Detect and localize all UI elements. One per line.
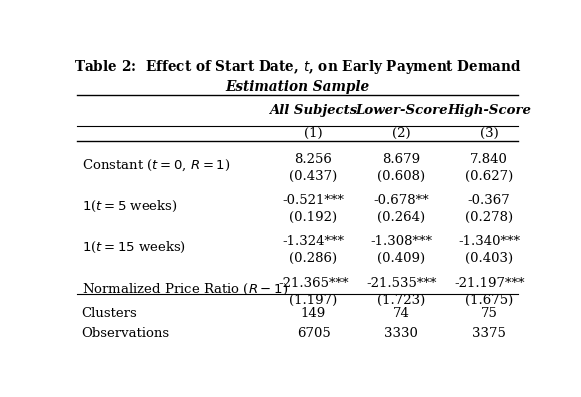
- Text: $1$($t = 5$ weeks): $1$($t = 5$ weeks): [81, 199, 177, 214]
- Text: -1.340***: -1.340***: [458, 235, 520, 248]
- Text: (2): (2): [392, 127, 411, 141]
- Text: Lower-Score: Lower-Score: [355, 104, 447, 117]
- Text: 149: 149: [301, 307, 326, 320]
- Text: 8.256: 8.256: [295, 153, 332, 166]
- Text: -0.367: -0.367: [468, 194, 511, 207]
- Text: Estimation Sample: Estimation Sample: [225, 80, 370, 94]
- Text: -0.678**: -0.678**: [374, 194, 429, 207]
- Text: -21.365***: -21.365***: [278, 277, 349, 290]
- Text: 75: 75: [480, 307, 497, 320]
- Text: (0.286): (0.286): [289, 252, 338, 265]
- Text: -21.535***: -21.535***: [366, 277, 436, 290]
- Text: 3330: 3330: [385, 327, 418, 340]
- Text: -21.197***: -21.197***: [454, 277, 525, 290]
- Text: 3375: 3375: [472, 327, 506, 340]
- Text: All Subjects: All Subjects: [270, 104, 358, 117]
- Text: (0.264): (0.264): [377, 211, 425, 224]
- Text: (0.627): (0.627): [465, 170, 513, 183]
- Text: Observations: Observations: [81, 327, 170, 340]
- Text: Clusters: Clusters: [81, 307, 137, 320]
- Text: (0.403): (0.403): [465, 252, 513, 265]
- Text: (1): (1): [304, 127, 323, 141]
- Text: High-Score: High-Score: [447, 104, 531, 117]
- Text: (3): (3): [480, 127, 498, 141]
- Text: (0.278): (0.278): [465, 211, 513, 224]
- Text: Table 2:  Effect of Start Date, $t$, on Early Payment Demand: Table 2: Effect of Start Date, $t$, on E…: [74, 58, 522, 76]
- Text: 74: 74: [393, 307, 410, 320]
- Text: (1.723): (1.723): [377, 294, 425, 307]
- Text: 7.840: 7.840: [470, 153, 508, 166]
- Text: (0.409): (0.409): [377, 252, 425, 265]
- Text: (0.437): (0.437): [289, 170, 338, 183]
- Text: -0.521***: -0.521***: [282, 194, 345, 207]
- Text: 6705: 6705: [297, 327, 331, 340]
- Text: $1$($t = 15$ weeks): $1$($t = 15$ weeks): [81, 240, 186, 255]
- Text: (0.608): (0.608): [377, 170, 425, 183]
- Text: 8.679: 8.679: [382, 153, 421, 166]
- Text: (1.197): (1.197): [289, 294, 338, 307]
- Text: Constant ($t = 0$, $R = 1$): Constant ($t = 0$, $R = 1$): [81, 158, 230, 173]
- Text: (0.192): (0.192): [289, 211, 338, 224]
- Text: -1.324***: -1.324***: [282, 235, 345, 248]
- Text: Normalized Price Ratio ($R - 1$): Normalized Price Ratio ($R - 1$): [81, 281, 288, 297]
- Text: -1.308***: -1.308***: [370, 235, 432, 248]
- Text: (1.675): (1.675): [465, 294, 513, 307]
